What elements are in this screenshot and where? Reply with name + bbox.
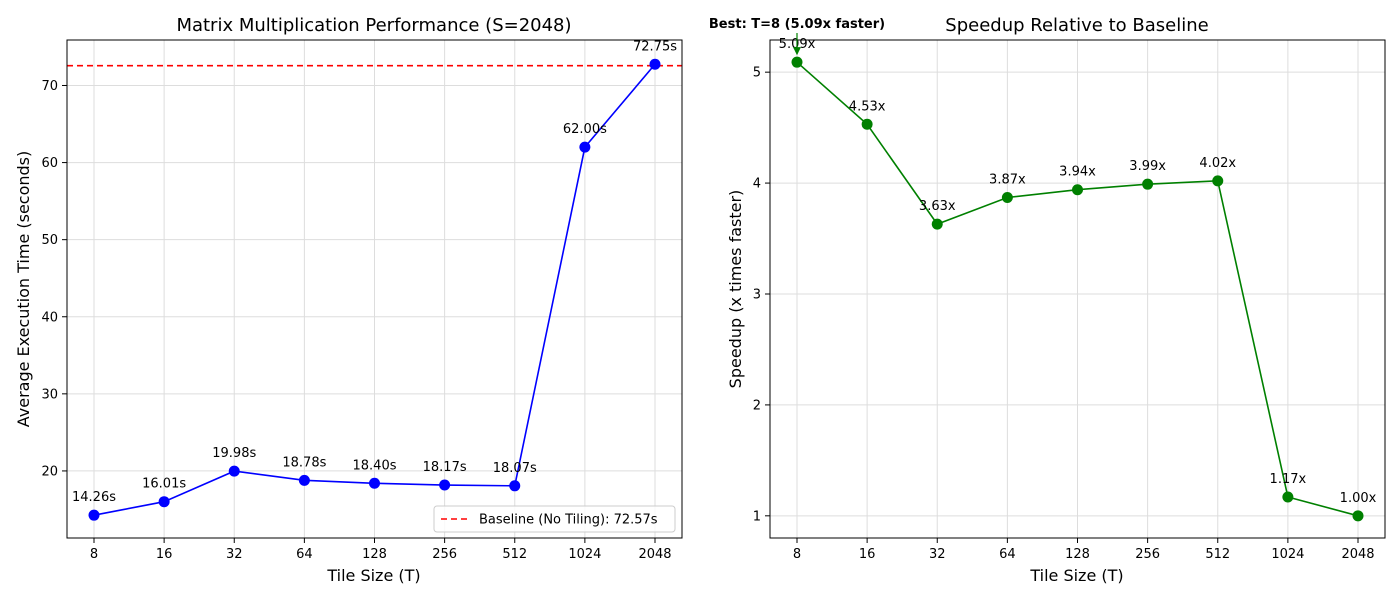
execution-time-chart: Matrix Multiplication Performance (S=204… bbox=[14, 15, 683, 585]
y-tick-label: 60 bbox=[41, 156, 58, 171]
y-axis-ticks: 1 2 3 4 5 bbox=[753, 66, 770, 524]
data-label: 62.00s bbox=[563, 122, 607, 137]
x-tick-label: 8 bbox=[90, 547, 98, 562]
x-tick-label: 2048 bbox=[1341, 547, 1374, 562]
x-tick-label: 16 bbox=[156, 547, 173, 562]
x-tick-label: 256 bbox=[1135, 547, 1160, 562]
legend: Baseline (No Tiling): 72.57s bbox=[433, 505, 676, 533]
data-label: 4.53x bbox=[849, 99, 886, 114]
best-annotation: Best: T=8 (5.09x faster) bbox=[709, 17, 885, 56]
data-label: 3.94x bbox=[1059, 165, 1096, 180]
x-tick-label: 2048 bbox=[638, 547, 671, 562]
data-label: 1.00x bbox=[1340, 491, 1377, 506]
x-tick-label: 128 bbox=[362, 547, 387, 562]
y-tick-label: 2 bbox=[753, 398, 761, 413]
data-point bbox=[861, 118, 873, 130]
y-tick-label: 4 bbox=[753, 177, 761, 192]
markers-group bbox=[88, 58, 661, 521]
data-point bbox=[1072, 184, 1083, 196]
y-tick-label: 40 bbox=[41, 310, 58, 325]
data-label: 3.87x bbox=[989, 172, 1026, 187]
x-tick-label: 1024 bbox=[568, 547, 601, 562]
data-label: 3.63x bbox=[919, 199, 956, 214]
data-label: 1.17x bbox=[1270, 472, 1307, 487]
legend-box bbox=[433, 505, 676, 533]
x-tick-label: 256 bbox=[432, 547, 457, 562]
data-labels-group: 14.26s 16.01s 19.98s 18.78s 18.40s 18.17s 18.0… bbox=[72, 39, 677, 505]
data-point bbox=[88, 509, 100, 521]
grid bbox=[67, 40, 682, 538]
y-tick-label: 5 bbox=[753, 66, 761, 81]
markers-group bbox=[791, 56, 1364, 522]
y-tick-label: 50 bbox=[41, 233, 58, 248]
x-axis-label: Tile Size (T) bbox=[1029, 566, 1123, 585]
x-tick-label: 64 bbox=[999, 547, 1016, 562]
speedup-chart: Speedup Relative to Baseline 5.09x4.53x3… bbox=[709, 15, 1386, 585]
chart-title: Matrix Multiplication Performance (S=204… bbox=[176, 15, 571, 36]
y-tick-label: 3 bbox=[753, 287, 761, 302]
x-tick-label: 32 bbox=[226, 547, 243, 562]
data-label: 4.02x bbox=[1199, 156, 1236, 171]
chart-title: Speedup Relative to Baseline bbox=[945, 15, 1208, 36]
x-axis-ticks: 8 16 32 64 128 256 512 1024 2048 bbox=[90, 538, 672, 562]
data-point bbox=[1001, 191, 1013, 203]
y-axis-ticks: 20 30 40 50 60 70 bbox=[41, 79, 67, 479]
best-annotation-text: Best: T=8 (5.09x faster) bbox=[709, 17, 885, 32]
data-label: 18.78s bbox=[282, 455, 326, 470]
data-point bbox=[1142, 178, 1154, 190]
data-point bbox=[369, 477, 380, 489]
x-tick-label: 8 bbox=[793, 547, 801, 562]
x-tick-label: 512 bbox=[502, 547, 527, 562]
grid bbox=[770, 40, 1385, 538]
data-point bbox=[158, 496, 170, 508]
data-point bbox=[1212, 175, 1224, 187]
data-label: 19.98s bbox=[212, 446, 256, 461]
y-tick-label: 70 bbox=[41, 79, 58, 94]
legend-baseline-label: Baseline (No Tiling): 72.57s bbox=[479, 513, 658, 528]
data-point bbox=[649, 58, 661, 70]
data-point bbox=[579, 141, 591, 153]
data-label: 72.75s bbox=[633, 39, 677, 54]
y-axis-label: Speedup (x times faster) bbox=[726, 190, 745, 389]
x-tick-label: 16 bbox=[859, 547, 876, 562]
y-tick-label: 1 bbox=[753, 509, 761, 524]
y-tick-label: 20 bbox=[41, 464, 58, 479]
x-axis-ticks: 8 16 32 64 128 256 512 1024 2048 bbox=[793, 538, 1375, 562]
data-label: 3.99x bbox=[1129, 159, 1166, 174]
data-point bbox=[509, 480, 521, 492]
data-point bbox=[439, 479, 451, 491]
x-tick-label: 1024 bbox=[1271, 547, 1304, 562]
y-tick-label: 30 bbox=[41, 387, 58, 402]
x-tick-label: 32 bbox=[929, 547, 946, 562]
x-axis-label: Tile Size (T) bbox=[326, 566, 420, 585]
data-point bbox=[1282, 491, 1294, 503]
x-tick-label: 128 bbox=[1065, 547, 1090, 562]
y-axis-label: Average Execution Time (seconds) bbox=[14, 151, 33, 428]
data-point bbox=[228, 465, 240, 477]
data-label: 14.26s bbox=[72, 490, 116, 505]
data-point bbox=[1352, 510, 1364, 522]
data-point bbox=[298, 474, 310, 486]
data-label: 18.40s bbox=[353, 458, 397, 473]
data-label: 18.07s bbox=[493, 461, 537, 476]
data-point bbox=[931, 218, 943, 230]
x-tick-label: 64 bbox=[296, 547, 313, 562]
data-label: 16.01s bbox=[142, 477, 186, 492]
x-tick-label: 512 bbox=[1205, 547, 1230, 562]
data-point bbox=[791, 56, 803, 68]
data-label: 18.17s bbox=[423, 460, 467, 475]
